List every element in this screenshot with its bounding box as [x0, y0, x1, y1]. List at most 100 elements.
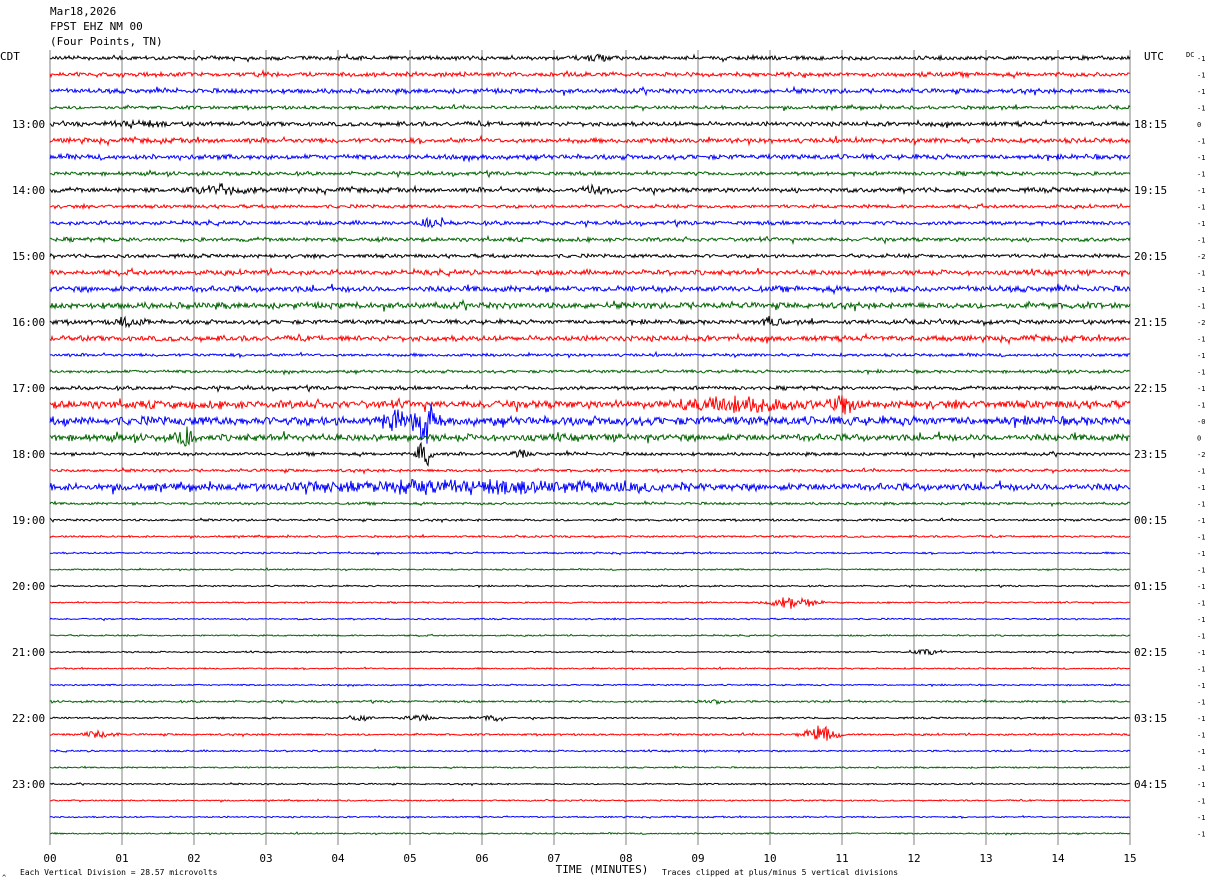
- dc-offset-label: -2: [1197, 253, 1205, 261]
- trace-line: [49, 698, 1131, 706]
- trace-line: [49, 103, 1131, 112]
- trace-line: [49, 332, 1131, 346]
- x-tick-label: 13: [979, 852, 992, 865]
- right-hour-label: 00:15: [1134, 514, 1167, 527]
- trace-line: [49, 782, 1131, 787]
- trace-line: [49, 383, 1131, 393]
- dc-offset-label: -1: [1197, 270, 1205, 278]
- trace-line: [49, 216, 1131, 229]
- dc-offset-label: -1: [1197, 171, 1205, 179]
- dc-offset-label: -1: [1197, 732, 1205, 740]
- left-hour-label: 19:00: [12, 514, 45, 527]
- left-hour-label: 13:00: [12, 118, 45, 131]
- trace-line: [49, 648, 1131, 656]
- trace-line: [49, 666, 1131, 671]
- trace-line: [49, 798, 1131, 804]
- dc-offset-label: -1: [1197, 105, 1205, 113]
- right-hour-label: 18:15: [1134, 118, 1167, 131]
- x-tick-label: 00: [43, 852, 56, 865]
- trace-line: [49, 550, 1131, 556]
- left-hour-label: 15:00: [12, 250, 45, 263]
- dc-offset-label: -1: [1197, 88, 1205, 96]
- dc-offset-label: -1: [1197, 715, 1205, 723]
- dc-offset-label: -0: [1197, 418, 1205, 426]
- dc-offset-label: -1: [1197, 484, 1205, 492]
- trace-line: [49, 266, 1131, 278]
- trace-line: [49, 53, 1131, 63]
- trace-line: [49, 252, 1131, 260]
- trace-line: [49, 298, 1131, 312]
- dc-offset-label: -1: [1197, 781, 1205, 789]
- dc-offset-label: -1: [1197, 831, 1205, 839]
- dc-offset-label: -1: [1197, 220, 1205, 228]
- scale-note: Each Vertical Division = 28.57 microvolt…: [20, 868, 218, 877]
- dc-offset-label: -1: [1197, 517, 1205, 525]
- trace-line: [49, 134, 1131, 147]
- dc-offset-label: -2: [1197, 451, 1205, 459]
- x-tick-label: 01: [115, 852, 128, 865]
- dc-offset-label: -1: [1197, 72, 1205, 80]
- left-hour-label: 16:00: [12, 316, 45, 329]
- left-hour-label: 20:00: [12, 580, 45, 593]
- trace-line: [49, 500, 1131, 508]
- trace-line: [49, 403, 1131, 444]
- dc-offset-label: -1: [1197, 550, 1205, 558]
- left-hour-labels: 13:00 14:00 15:00 16:00 17:00 18:00 19:00 20:00…: [12, 118, 45, 791]
- dc-offset-label: -1: [1197, 501, 1205, 509]
- trace-line: [49, 426, 1131, 447]
- trace-line: [49, 567, 1131, 572]
- trace-line: [49, 815, 1131, 820]
- dc-offset-label: -1: [1197, 286, 1205, 294]
- dc-offset-label: -1: [1197, 567, 1205, 575]
- dc-offset-label: -1: [1197, 138, 1205, 146]
- x-tick-label: 04: [331, 852, 345, 865]
- dc-offset-label: -1: [1197, 699, 1205, 707]
- header-location: (Four Points, TN): [50, 35, 163, 48]
- x-tick-label: 08: [619, 852, 632, 865]
- right-hour-label: 03:15: [1134, 712, 1167, 725]
- x-tick-label: 02: [187, 852, 200, 865]
- right-hour-label: 04:15: [1134, 778, 1167, 791]
- x-tick-label: 15: [1123, 852, 1136, 865]
- trace-line: [49, 596, 1131, 609]
- x-tick-label: 03: [259, 852, 272, 865]
- trace-line: [49, 683, 1131, 688]
- trace-lines: [49, 53, 1131, 836]
- dc-offset-label: -1: [1197, 204, 1205, 212]
- left-hour-label: 17:00: [12, 382, 45, 395]
- clip-note: Traces clipped at plus/minus 5 vertical …: [662, 868, 898, 877]
- trace-line: [49, 395, 1131, 415]
- trace-line: [49, 533, 1131, 540]
- right-timezone-label: UTC: [1144, 50, 1164, 63]
- vertical-grid: [49, 50, 1131, 845]
- trace-line: [49, 831, 1131, 836]
- right-hour-labels: 18:15 19:15 20:15 21:15 22:15 23:15 00:15 01:15…: [1134, 118, 1167, 791]
- dc-offset-label: 0: [1197, 121, 1201, 129]
- dc-offset-labels: -1 -1 -1 -1 0 -1 -1 -1 -1 -1 -1 -1 -2 -1 -1 -1 -2 -1 -1 -1 -…: [1197, 55, 1205, 839]
- trace-line: [49, 713, 1131, 723]
- x-tick-label: 07: [547, 852, 560, 865]
- trace-line: [49, 350, 1131, 359]
- left-hour-label: 18:00: [12, 448, 45, 461]
- dc-offset-label: -1: [1197, 385, 1205, 393]
- trace-line: [49, 367, 1131, 376]
- dc-offset-label: -1: [1197, 303, 1205, 311]
- dc-offset-label: -1: [1197, 187, 1205, 195]
- right-hour-label: 01:15: [1134, 580, 1167, 593]
- dc-offset-label: -1: [1197, 748, 1205, 756]
- dc-offset-label: -1: [1197, 352, 1205, 360]
- trace-line: [49, 748, 1131, 754]
- trace-line: [49, 202, 1131, 211]
- x-tick-label: 09: [691, 852, 704, 865]
- right-hour-label: 20:15: [1134, 250, 1167, 263]
- header-date: Mar18,2026: [50, 5, 116, 18]
- right-hour-label: 19:15: [1134, 184, 1167, 197]
- right-hour-label: 22:15: [1134, 382, 1167, 395]
- trace-line: [49, 152, 1131, 163]
- trace-line: [49, 633, 1131, 638]
- x-axis-label: TIME (MINUTES): [556, 863, 649, 876]
- trace-line: [49, 584, 1131, 589]
- dc-offset-label: -1: [1197, 534, 1205, 542]
